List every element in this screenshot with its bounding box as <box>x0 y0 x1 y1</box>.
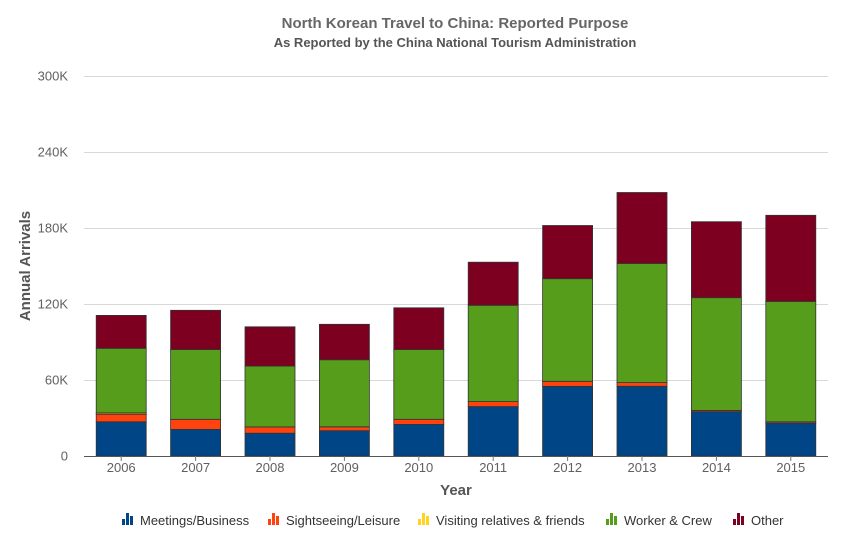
bar-segment <box>95 413 147 423</box>
bar-segment <box>170 428 222 457</box>
bar-segment <box>542 385 593 457</box>
bar-stack-2006 <box>95 314 147 457</box>
legend-item[interactable]: Sightseeing/Leisure <box>268 513 400 528</box>
bar-chart-icon <box>606 513 617 525</box>
legend-item[interactable]: Visiting relatives & friends <box>418 513 585 528</box>
y-tick-label: 240K <box>38 145 69 160</box>
legend-label: Worker & Crew <box>624 513 712 528</box>
bar-stack-2009 <box>318 323 370 457</box>
bar-chart-icon <box>268 513 279 525</box>
x-tick-label: 2006 <box>107 460 136 475</box>
bar-segment <box>95 314 147 349</box>
legend-label: Sightseeing/Leisure <box>286 513 400 528</box>
legend-label: Meetings/Business <box>140 513 250 528</box>
bar-segment <box>170 418 222 430</box>
bar-segment <box>393 307 445 350</box>
y-tick-label: 180K <box>38 221 69 236</box>
y-axis-title: Annual Arrivals <box>17 211 34 321</box>
bar-segment <box>393 418 445 425</box>
x-axis-ticks: 2006 2007 2008 2009 2010 2011 2012 2013 2014 2015 <box>107 456 805 475</box>
bar-segment <box>765 301 817 423</box>
x-axis-title: Year <box>440 482 472 499</box>
y-axis-ticks: 0 60K 120K 180K 240K 300K <box>38 69 69 464</box>
bar-segment <box>467 406 519 457</box>
chart-subtitle: As Reported by the China National Touris… <box>274 35 637 50</box>
bar-segment <box>393 349 445 420</box>
legend-item[interactable]: Meetings/Business <box>122 513 250 528</box>
bar-stack-2010 <box>393 307 445 457</box>
x-tick-label: 2014 <box>702 460 731 475</box>
bar-segment <box>542 278 593 382</box>
bar-segment <box>467 401 519 407</box>
bar-stack-2015 <box>765 214 817 457</box>
bar-segment <box>542 225 593 280</box>
bar-segment <box>170 309 222 350</box>
bar-segment <box>393 423 445 457</box>
bar-segment <box>765 214 817 302</box>
chart-title: North Korean Travel to China: Reported P… <box>282 15 629 32</box>
bar-segment <box>691 411 742 457</box>
bar-segment <box>318 323 370 361</box>
legend-label: Visiting relatives & friends <box>436 513 585 528</box>
bar-chart-icon <box>122 513 133 525</box>
bar-segment <box>170 349 222 420</box>
bar-segment <box>95 347 147 414</box>
bar-segment <box>616 382 668 387</box>
bars <box>95 192 817 457</box>
y-tick-label: 120K <box>38 297 69 312</box>
bar-segment <box>95 421 147 457</box>
bar-segment <box>467 261 519 306</box>
bar-segment <box>244 432 296 457</box>
legend-item[interactable]: Other <box>733 513 784 528</box>
y-tick-label: 0 <box>61 449 68 464</box>
y-tick-label: 60K <box>45 373 68 388</box>
y-tick-label: 300K <box>38 69 69 84</box>
x-tick-label: 2012 <box>553 460 582 475</box>
legend-label: Other <box>751 513 784 528</box>
bar-segment <box>765 422 817 457</box>
bar-stack-2014 <box>691 221 742 457</box>
bar-segment <box>616 192 668 264</box>
bar-stack-2011 <box>467 261 519 457</box>
legend: Meetings/Business Sightseeing/Leisure Visi… <box>122 513 784 528</box>
x-tick-label: 2010 <box>404 460 433 475</box>
bar-segment <box>542 380 593 387</box>
x-tick-label: 2009 <box>330 460 359 475</box>
bar-chart-icon <box>418 513 429 525</box>
x-tick-label: 2008 <box>256 460 285 475</box>
bar-segment <box>244 365 296 428</box>
bar-segment <box>244 426 296 434</box>
bar-chart-icon <box>733 513 744 525</box>
bar-stack-2012 <box>542 225 593 457</box>
x-tick-label: 2011 <box>479 460 507 475</box>
bar-segment <box>691 297 742 411</box>
bar-segment <box>467 304 519 402</box>
x-tick-label: 2007 <box>181 460 210 475</box>
bar-segment <box>616 263 668 383</box>
bar-stack-2013 <box>616 192 668 457</box>
legend-item[interactable]: Worker & Crew <box>606 513 712 528</box>
bar-segment <box>244 326 296 367</box>
bar-segment <box>318 359 370 428</box>
x-tick-label: 2013 <box>628 460 657 475</box>
x-tick-label: 2015 <box>776 460 805 475</box>
bar-segment <box>318 430 370 457</box>
bar-segment <box>318 426 370 432</box>
bar-stack-2008 <box>244 326 296 457</box>
bar-stack-2007 <box>170 309 222 457</box>
bar-segment <box>691 221 742 299</box>
bar-segment <box>616 385 668 457</box>
